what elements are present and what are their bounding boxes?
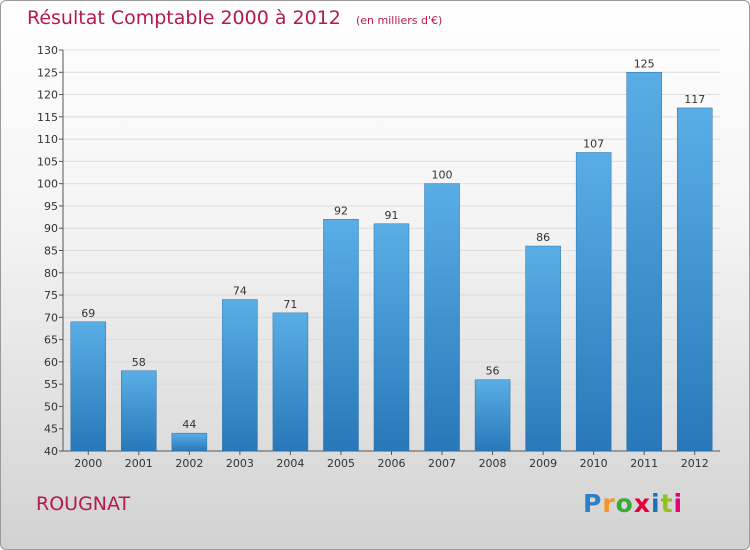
- data-label: 107: [583, 137, 604, 150]
- bar: [171, 432, 208, 452]
- y-tick-label: 130: [37, 44, 58, 57]
- data-label: 117: [684, 93, 705, 106]
- y-tick-label: 50: [44, 400, 58, 413]
- y-tick-label: 115: [37, 111, 58, 124]
- bar: [272, 312, 309, 452]
- x-tick-label: 2000: [74, 457, 102, 470]
- bar: [474, 379, 511, 452]
- labels: 40 45 50 55 60 65 70 75 80 85 90 95 100 105 110 115 120 1…: [37, 44, 709, 470]
- bar: [525, 245, 561, 452]
- data-label: 100: [432, 169, 453, 182]
- data-label: 91: [385, 209, 399, 222]
- bar: [323, 219, 359, 452]
- place-name: ROUGNAT: [36, 493, 131, 515]
- x-tick-label: 2004: [276, 457, 304, 470]
- chart-title: Résultat Comptable 2000 à 2012: [27, 7, 341, 29]
- data-label: 86: [536, 231, 550, 244]
- data-label: 56: [486, 365, 500, 378]
- data-label: 125: [634, 57, 655, 70]
- y-tick-label: 85: [44, 245, 58, 258]
- proxiti-logo: Proxiti: [583, 489, 684, 518]
- data-label: 71: [283, 298, 297, 311]
- x-tick-label: 2007: [428, 457, 456, 470]
- y-tick-label: 60: [44, 356, 58, 369]
- bar: [70, 321, 107, 452]
- y-tick-label: 120: [37, 89, 58, 102]
- x-tick-label: 2003: [226, 457, 254, 470]
- x-tick-label: 2010: [580, 457, 608, 470]
- x-tick-label: 2002: [175, 457, 203, 470]
- data-label: 58: [132, 356, 146, 369]
- data-label: 92: [334, 204, 348, 217]
- chart-subtitle: (en milliers d'€): [355, 14, 443, 27]
- y-tick-label: 100: [37, 178, 58, 191]
- y-tick-label: 125: [37, 66, 58, 79]
- y-tick-label: 75: [44, 289, 58, 302]
- x-tick-label: 2005: [327, 457, 355, 470]
- bar: [676, 107, 713, 452]
- bar: [121, 370, 157, 452]
- data-label: 44: [182, 418, 196, 431]
- y-tick-label: 40: [44, 445, 58, 458]
- y-tick-label: 105: [37, 155, 58, 168]
- bar: [575, 152, 612, 452]
- bar: [424, 183, 460, 452]
- data-label: 69: [81, 307, 95, 320]
- x-tick-label: 2006: [378, 457, 406, 470]
- y-tick-label: 45: [44, 423, 58, 436]
- y-tick-label: 110: [37, 133, 58, 146]
- x-tick-label: 2012: [681, 457, 709, 470]
- x-tick-label: 2011: [630, 457, 658, 470]
- title-row: Résultat Comptable 2000 à 2012 (en milli…: [27, 7, 442, 29]
- y-tick-label: 65: [44, 334, 58, 347]
- y-tick-label: 95: [44, 200, 58, 213]
- bar: [222, 299, 258, 452]
- data-label: 74: [233, 285, 247, 298]
- bar: [626, 72, 662, 452]
- x-tick-label: 2001: [125, 457, 153, 470]
- bars: [70, 72, 713, 452]
- x-tick-label: 2008: [479, 457, 507, 470]
- y-tick-label: 80: [44, 267, 58, 280]
- y-tick-label: 90: [44, 222, 58, 235]
- y-tick-label: 55: [44, 378, 58, 391]
- bar: [373, 223, 410, 452]
- x-tick-label: 2009: [529, 457, 557, 470]
- y-tick-label: 70: [44, 311, 58, 324]
